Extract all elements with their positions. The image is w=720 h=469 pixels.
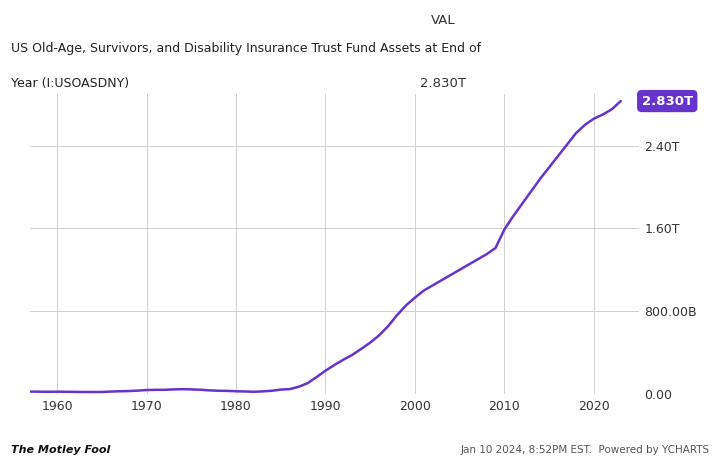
Text: VAL: VAL — [431, 14, 455, 27]
Text: 2.830T: 2.830T — [642, 95, 693, 107]
Text: US Old-Age, Survivors, and Disability Insurance Trust Fund Assets at End of: US Old-Age, Survivors, and Disability In… — [11, 42, 481, 55]
Text: Year (I:USOASDNY): Year (I:USOASDNY) — [11, 77, 129, 91]
Text: Jan 10 2024, 8:52PM EST.  Powered by YCHARTS: Jan 10 2024, 8:52PM EST. Powered by YCHA… — [460, 445, 709, 455]
Text: The Motley Fool: The Motley Fool — [11, 445, 110, 455]
Text: 2.830T: 2.830T — [420, 77, 466, 91]
